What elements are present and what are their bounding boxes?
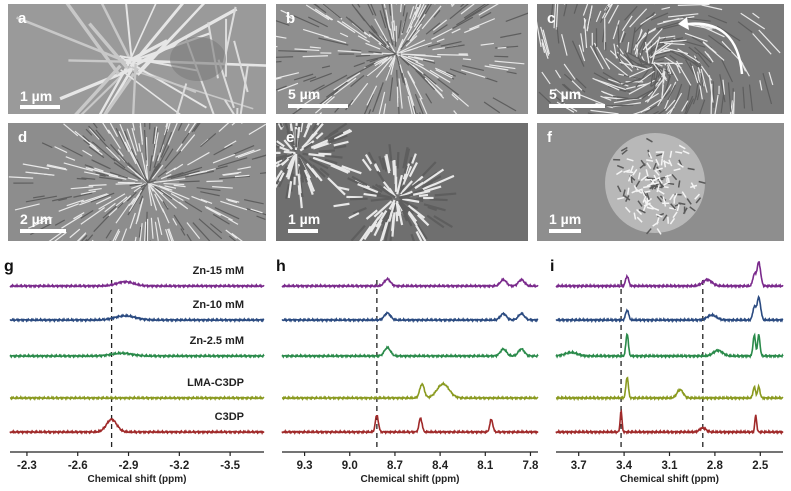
nmr-trace-zn-15-mm [282,278,538,287]
nmr-trace-zn-10-mm [282,313,538,322]
sem-panel-d: d 2 µm [8,123,266,241]
scale-label-b: 5 µm [288,86,320,102]
scale-label-d: 2 µm [20,211,52,227]
nmr-panel-i: i 3.7 3.4 3.1 2.8 2.5 Chemical shift (ppm) [546,250,791,486]
nmr-plot-h: 9.3 9.0 8.7 8.4 8.1 7.8 Chemical shift (ppm) [272,250,546,486]
nmr-trace-lma-c3dp [282,383,538,399]
nmr-trace-zn-2-5-mm [556,334,783,357]
nmr-trace-c3dp [556,411,783,433]
x-tick-label: -3.5 [220,460,240,472]
nmr-trace-lma-c3dp [10,397,264,399]
nmr-panel-label-i: i [550,258,554,276]
x-tick-label: 3.7 [571,460,587,472]
x-tick-label: 8.7 [387,460,403,472]
scale-bar-b [288,104,348,108]
scale-bar-f [549,229,581,233]
panel-label-e: e [286,129,294,146]
scale-label-e: 1 µm [288,211,320,227]
trace-label: Zn-10 mM [193,299,244,311]
scale-bar-e [288,229,318,233]
nmr-trace-zn-2-5-mm [10,352,264,357]
sem-panel-c: c 5 µm [537,4,784,114]
x-tick-label: -2.3 [17,460,37,472]
panel-label-d: d [18,129,27,146]
panel-label-a: a [18,10,26,27]
x-tick-label: 9.3 [297,460,313,472]
nmr-panel-g: g Zn-15 mM Zn-10 mM Zn-2.5 mM LMA-C3DP C3DP -… [0,250,272,486]
sem-panel-a: a 1 µm [8,4,266,114]
trace-label: Zn-15 mM [193,265,244,277]
x-axis-label: Chemical shift (ppm) [88,474,187,485]
x-axis-label: Chemical shift (ppm) [361,474,460,485]
x-tick-label: 9.0 [342,460,358,472]
x-tick-label: 8.1 [477,460,494,472]
nmr-trace-zn-10-mm [556,297,783,321]
x-axis-label: Chemical shift (ppm) [620,474,719,485]
nmr-trace-c3dp [282,416,538,433]
nmr-plot-g: Zn-15 mM Zn-10 mM Zn-2.5 mM LMA-C3DP C3DP -2.… [0,250,272,486]
sem-panel-b: b 5 µm [276,4,528,114]
panel-label-c: c [547,10,555,27]
nmr-plot-i: 3.7 3.4 3.1 2.8 2.5 Chemical shift (ppm) [546,250,791,486]
nmr-panel-label-h: h [276,258,286,276]
scale-label-f: 1 µm [549,211,581,227]
trace-label: Zn-2.5 mM [190,335,244,347]
nmr-trace-zn-2-5-mm [282,347,538,357]
nmr-trace-zn-15-mm [10,281,264,287]
x-tick-label: 3.1 [662,460,679,472]
scale-bar-a [20,105,60,109]
x-tick-label: -2.9 [119,460,139,472]
scale-bar-c [549,104,605,108]
scale-label-c: 5 µm [549,86,581,102]
trace-label: C3DP [215,411,244,423]
x-tick-label: 2.8 [707,460,724,472]
nmr-trace-zn-15-mm [556,262,783,287]
x-tick-label: 7.8 [522,460,539,472]
nmr-trace-zn-10-mm [10,315,264,321]
sem-panel-f: f 1 µm [537,123,784,241]
x-tick-label: 3.4 [616,460,633,472]
sem-panel-e: e 1 µm [276,123,528,241]
scale-label-a: 1 µm [20,88,52,104]
x-tick-label: 2.5 [752,460,769,472]
nmr-trace-lma-c3dp [556,378,783,399]
trace-label: LMA-C3DP [187,377,244,389]
scale-bar-d [20,229,66,233]
x-tick-label: -3.2 [169,460,189,472]
panel-label-f: f [547,129,552,146]
panel-label-b: b [286,10,295,27]
nmr-panel-h: h 9.3 9.0 8.7 8.4 8.1 7.8 Chemical shift (ppm) [272,250,546,486]
x-tick-label: -2.6 [68,460,88,472]
x-tick-label: 8.4 [432,460,449,472]
nmr-panel-label-g: g [4,258,14,276]
